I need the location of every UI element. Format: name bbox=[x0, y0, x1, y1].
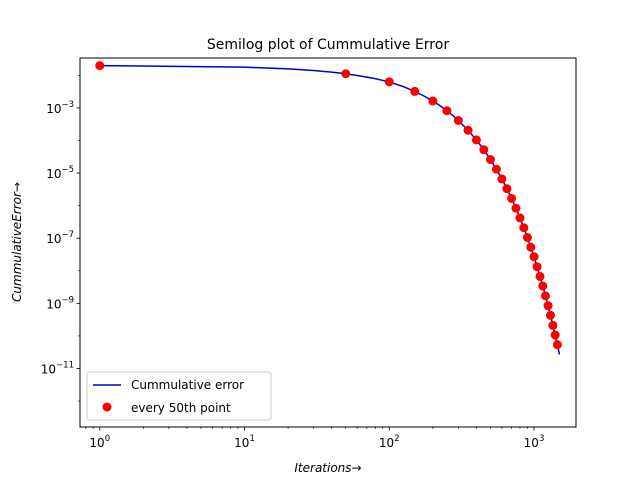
legend-box bbox=[86, 371, 272, 421]
data-point-marker bbox=[95, 61, 105, 71]
data-point-marker bbox=[543, 301, 553, 311]
x-tick-label: 102 bbox=[379, 434, 400, 450]
y-axis-ticks: 10−11 10−9 10−7 10−5 10−3 bbox=[41, 75, 80, 402]
plot-area bbox=[80, 58, 576, 427]
legend: Cummulative error every 50th point bbox=[86, 371, 272, 421]
data-point-marker bbox=[410, 86, 420, 96]
data-point-marker bbox=[502, 184, 512, 194]
x-axis-label-arrow: → bbox=[352, 461, 362, 475]
legend-entry-markers: every 50th point bbox=[131, 401, 231, 415]
y-tick-label: 10−5 bbox=[46, 165, 74, 181]
data-point-marker bbox=[453, 116, 463, 125]
data-point-marker bbox=[479, 145, 489, 155]
legend-entry-line: Cummulative error bbox=[131, 378, 244, 392]
data-point-marker bbox=[535, 271, 545, 281]
y-tick-label: 10−7 bbox=[46, 230, 74, 246]
data-point-marker bbox=[507, 193, 517, 203]
y-axis-label-text: CummulativeError bbox=[10, 191, 24, 302]
data-point-marker bbox=[526, 242, 536, 252]
y-axis-label-arrow: → bbox=[10, 182, 24, 192]
x-tick-label: 101 bbox=[234, 434, 255, 450]
data-point-marker bbox=[497, 174, 507, 184]
data-point-marker bbox=[552, 340, 562, 350]
y-tick-label: 10−9 bbox=[46, 295, 74, 311]
data-point-marker bbox=[341, 69, 351, 79]
data-point-marker bbox=[519, 223, 529, 233]
data-point-marker bbox=[540, 291, 550, 301]
plot-frame bbox=[79, 57, 577, 428]
data-point-marker bbox=[511, 203, 521, 213]
x-axis-ticks: 100 101 102 103 bbox=[85, 427, 545, 450]
data-point-marker bbox=[546, 310, 556, 320]
data-point-marker bbox=[491, 164, 501, 174]
y-tick-label: 10−11 bbox=[41, 360, 74, 376]
data-point-marker bbox=[384, 77, 394, 87]
data-point-marker bbox=[522, 233, 532, 242]
data-point-marker bbox=[538, 281, 548, 291]
x-axis-label: Iterations→ bbox=[294, 461, 361, 475]
data-point-marker bbox=[428, 96, 438, 106]
data-point-marker bbox=[485, 155, 495, 165]
y-axis-label: CummulativeError→ bbox=[10, 182, 24, 302]
x-tick-label: 100 bbox=[89, 434, 110, 450]
data-point-marker bbox=[463, 125, 473, 135]
data-point-marker bbox=[550, 330, 560, 340]
chart-title: Semilog plot of Cummulative Error bbox=[207, 37, 449, 53]
legend-marker-swatch bbox=[102, 402, 112, 412]
y-tick-label: 10−3 bbox=[46, 100, 74, 116]
data-point-marker bbox=[442, 106, 452, 116]
data-point-marker bbox=[471, 135, 481, 145]
x-tick-label: 103 bbox=[524, 434, 545, 450]
data-point-marker bbox=[515, 213, 525, 223]
series-markers-group bbox=[95, 61, 562, 350]
data-point-marker bbox=[532, 262, 542, 272]
data-point-marker bbox=[529, 252, 539, 262]
data-point-marker bbox=[548, 320, 558, 330]
x-axis-label-text: Iterations bbox=[294, 461, 351, 475]
